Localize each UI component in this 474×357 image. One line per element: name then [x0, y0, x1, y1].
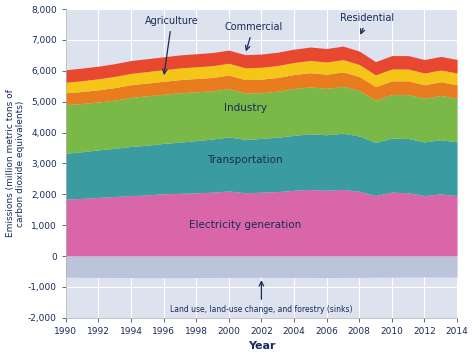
Text: Electricity generation: Electricity generation — [189, 220, 301, 230]
Text: Transportation: Transportation — [207, 155, 283, 165]
Text: Commercial: Commercial — [224, 22, 283, 50]
Y-axis label: Emissions (million metric tons of
carbon dioxide equivalents): Emissions (million metric tons of carbon… — [6, 90, 25, 237]
Text: Industry: Industry — [224, 103, 266, 113]
Text: Land use, land-use change, and forestry (sinks): Land use, land-use change, and forestry … — [170, 282, 353, 314]
Text: Residential: Residential — [340, 13, 394, 34]
Text: Agriculture: Agriculture — [145, 16, 199, 74]
X-axis label: Year: Year — [248, 341, 275, 351]
